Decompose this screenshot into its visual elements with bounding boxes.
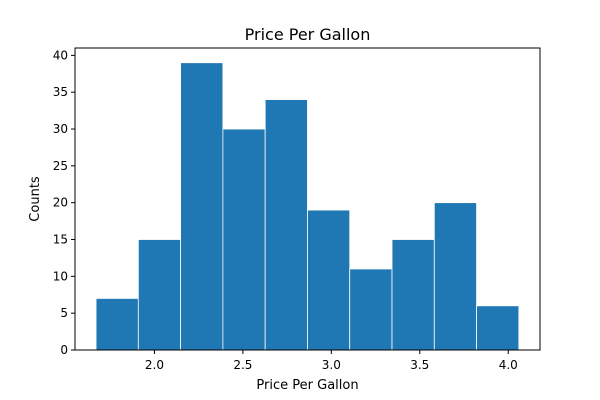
y-tick-label: 25 (53, 159, 68, 173)
bars-group (95, 62, 520, 351)
histogram-bar (222, 128, 266, 351)
histogram-bar (95, 298, 139, 351)
histogram-bar (264, 99, 308, 351)
y-tick-label: 30 (53, 122, 68, 136)
plot-frame (74, 47, 541, 351)
y-axis: 0 5 10 15 20 25 30 35 40 (53, 48, 75, 357)
histogram-bar (433, 202, 477, 351)
histogram-bar (476, 305, 520, 351)
x-tick-label: 2.0 (145, 358, 164, 372)
y-tick-label: 10 (53, 269, 68, 283)
x-tick-label: 3.5 (410, 358, 429, 372)
y-tick-label: 40 (53, 48, 68, 62)
histogram-bar (391, 239, 435, 351)
histogram-bar (307, 209, 351, 351)
y-tick-label: 0 (60, 343, 68, 357)
y-tick-label: 35 (53, 85, 68, 99)
y-tick-label: 20 (53, 196, 68, 210)
histogram-bar (137, 239, 182, 351)
x-axis-label: Price Per Gallon (256, 378, 358, 393)
y-tick-label: 15 (53, 233, 68, 247)
x-axis: 2.0 2.5 3.0 3.5 4.0 (145, 350, 518, 372)
histogram-bar (349, 268, 393, 351)
x-tick-label: 3.0 (322, 358, 341, 372)
x-tick-label: 2.5 (233, 358, 252, 372)
x-tick-label: 4.0 (499, 358, 518, 372)
y-tick-label: 5 (60, 306, 68, 320)
chart-title: Price Per Gallon (245, 25, 371, 44)
histogram-bar (180, 62, 224, 351)
y-axis-label: Counts (28, 176, 43, 222)
